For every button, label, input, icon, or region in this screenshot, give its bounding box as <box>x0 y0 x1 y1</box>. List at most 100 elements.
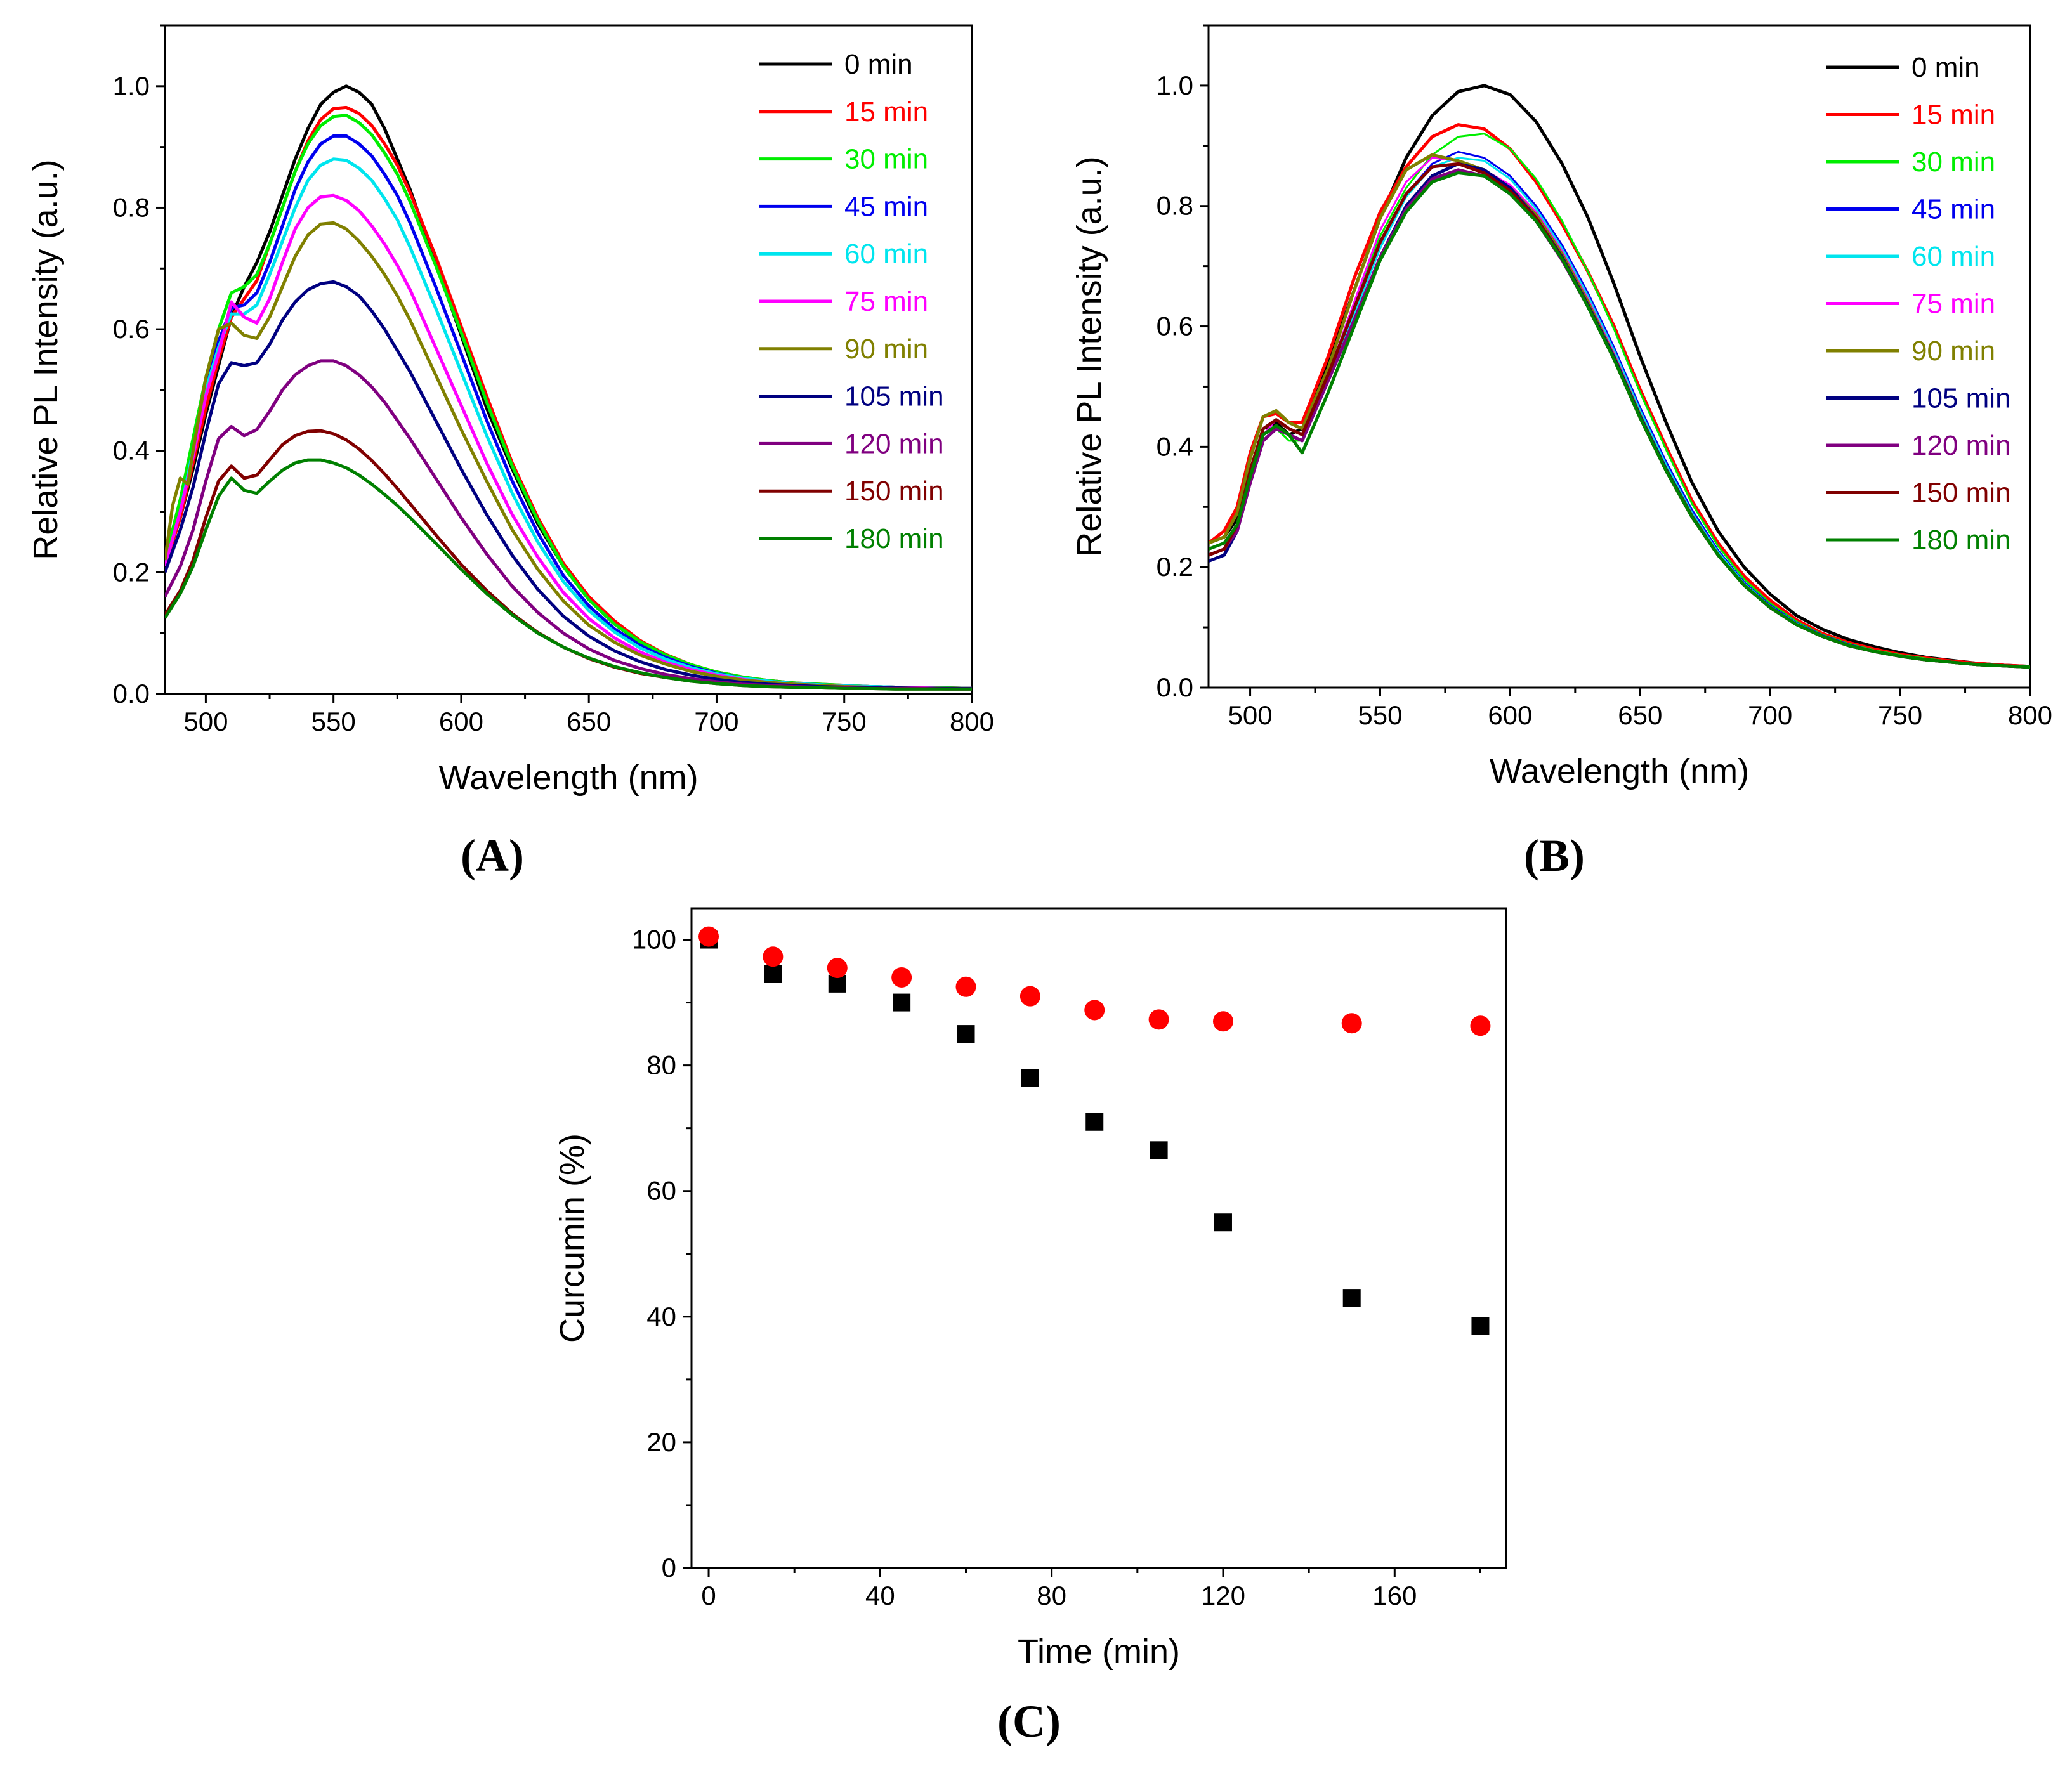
series-line-150-min <box>1209 162 2030 669</box>
x-tick-label: 120 <box>1201 1581 1245 1610</box>
x-tick-label: 750 <box>1878 700 1922 730</box>
legend-label: 120 min <box>1911 430 2011 461</box>
data-point-circle <box>1470 1015 1491 1036</box>
y-tick-label: 1.0 <box>113 71 150 101</box>
x-axis-title: Wavelength (nm) <box>1490 752 1749 790</box>
data-point-circle <box>1341 1013 1362 1034</box>
data-point-square <box>1342 1289 1361 1307</box>
x-tick-label: 550 <box>311 707 356 736</box>
x-tick-label: 80 <box>1037 1581 1066 1610</box>
series-line-180-min <box>1209 171 2030 669</box>
y-tick-label: 40 <box>646 1302 676 1331</box>
series-group <box>1209 84 2030 669</box>
chart-panel-b: 500 550 600 650 700 750 800 0.0 0.2 0.4 0.6 0.8 1.0 W… <box>1070 24 2052 790</box>
data-point-square <box>893 993 911 1012</box>
data-point-circle <box>827 958 848 979</box>
series-line-60-min <box>1209 157 2030 669</box>
y-tick-label: 0.2 <box>113 557 150 587</box>
x-tick-label: 600 <box>1488 700 1532 730</box>
x-tick-label: 500 <box>183 707 228 736</box>
data-point-circle <box>698 926 719 947</box>
x-axis-title: Time (min) <box>1018 1633 1180 1671</box>
y-tick-label: 0.6 <box>113 314 150 344</box>
data-point-circle <box>1020 986 1040 1007</box>
legend-label: 180 min <box>844 523 944 554</box>
y-tick-label: 0.0 <box>113 679 150 708</box>
legend-label: 15 min <box>1911 100 1995 131</box>
data-point-circle <box>891 967 912 988</box>
y-tick-label: 0 <box>662 1553 676 1583</box>
legend-label: 60 min <box>1911 241 1995 272</box>
legend: 0 min 15 min 30 min 45 min 60 min 75 min 90 mi… <box>1826 52 2011 556</box>
data-point-square <box>1150 1141 1168 1159</box>
legend-label: 105 min <box>1911 383 2011 414</box>
plot-frame <box>1207 24 2031 689</box>
legend-label: 180 min <box>1911 525 2011 556</box>
legend-label: 45 min <box>1911 194 1995 225</box>
y-tick-label: 60 <box>646 1176 676 1206</box>
legend-label: 75 min <box>844 286 928 317</box>
legend-label: 0 min <box>1911 52 1980 83</box>
legend-label: 90 min <box>1911 336 1995 367</box>
legend-label: 120 min <box>844 428 944 459</box>
data-point-circle <box>1212 1011 1233 1032</box>
y-tick-label: 0.0 <box>1157 672 1193 702</box>
legend-label: 105 min <box>844 381 944 412</box>
y-tick-label: 0.2 <box>1157 552 1193 582</box>
data-point-circle <box>1084 1000 1105 1021</box>
plot-frame <box>164 24 973 695</box>
chart-panel-c: 0 40 80 120 160 0 20 40 60 80 100 Time (min) Curcumi… <box>553 907 1507 1671</box>
legend-label: 75 min <box>1911 289 1995 320</box>
legend-label: 60 min <box>844 238 928 270</box>
legend-label: 45 min <box>844 191 928 222</box>
series-line-30-min <box>1209 133 2030 669</box>
x-tick-label: 40 <box>865 1581 895 1610</box>
x-tick-label: 500 <box>1228 700 1273 730</box>
legend-label: 30 min <box>1911 147 1995 178</box>
y-tick-label: 100 <box>632 925 676 955</box>
x-tick-label: 160 <box>1372 1581 1417 1610</box>
x-tick-label: 600 <box>439 707 483 736</box>
y-tick-label: 0.8 <box>1157 191 1193 221</box>
data-point-circle <box>763 946 784 967</box>
data-point-square <box>1214 1213 1232 1232</box>
y-axis-title: Relative PL Intensity (a.u.) <box>1070 156 1108 556</box>
series-group <box>165 84 972 691</box>
y-tick-label: 20 <box>646 1427 676 1457</box>
panel-label-b: (B) <box>1524 830 1585 881</box>
series-line-75-min <box>1209 157 2030 669</box>
x-tick-label: 650 <box>567 707 611 736</box>
y-tick-label: 0.8 <box>113 192 150 222</box>
y-tick-label: 0.4 <box>113 436 150 466</box>
legend-label: 150 min <box>1911 478 2011 509</box>
x-tick-label: 800 <box>2008 700 2052 730</box>
series-line-105-min <box>1209 162 2030 669</box>
x-tick-label: 750 <box>822 707 867 736</box>
legend-label: 15 min <box>844 96 928 127</box>
series-line-180-min <box>165 458 972 691</box>
series-group <box>698 926 1491 1335</box>
data-point-square <box>1085 1113 1104 1131</box>
x-axis-title: Wavelength (nm) <box>438 759 698 797</box>
y-tick-label: 80 <box>646 1050 676 1080</box>
legend-label: 150 min <box>844 476 944 507</box>
y-tick-label: 0.4 <box>1157 431 1193 461</box>
data-point-square <box>764 965 782 983</box>
chart-panel-a: 500 550 600 650 700 750 800 0.0 0.2 0.4 0.6 0.8 1.0 W… <box>27 24 994 797</box>
x-tick-label: 800 <box>950 707 994 736</box>
x-tick-label: 650 <box>1618 700 1662 730</box>
y-axis-title: Relative PL Intensity (a.u.) <box>27 159 65 559</box>
x-tick-label: 550 <box>1358 700 1402 730</box>
legend-label: 90 min <box>844 334 928 365</box>
data-point-circle <box>1148 1009 1169 1030</box>
data-point-square <box>957 1025 975 1043</box>
series-line-45-min <box>1209 150 2030 669</box>
data-point-square <box>1021 1069 1039 1087</box>
plot-frame <box>690 907 1507 1569</box>
legend: 0 min 15 min 30 min 45 min 60 min 75 min 90 mi… <box>759 49 944 554</box>
legend-label: 0 min <box>844 49 913 80</box>
legend-label: 30 min <box>844 144 928 175</box>
x-tick-label: 0 <box>701 1581 716 1610</box>
x-tick-label: 700 <box>694 707 738 736</box>
